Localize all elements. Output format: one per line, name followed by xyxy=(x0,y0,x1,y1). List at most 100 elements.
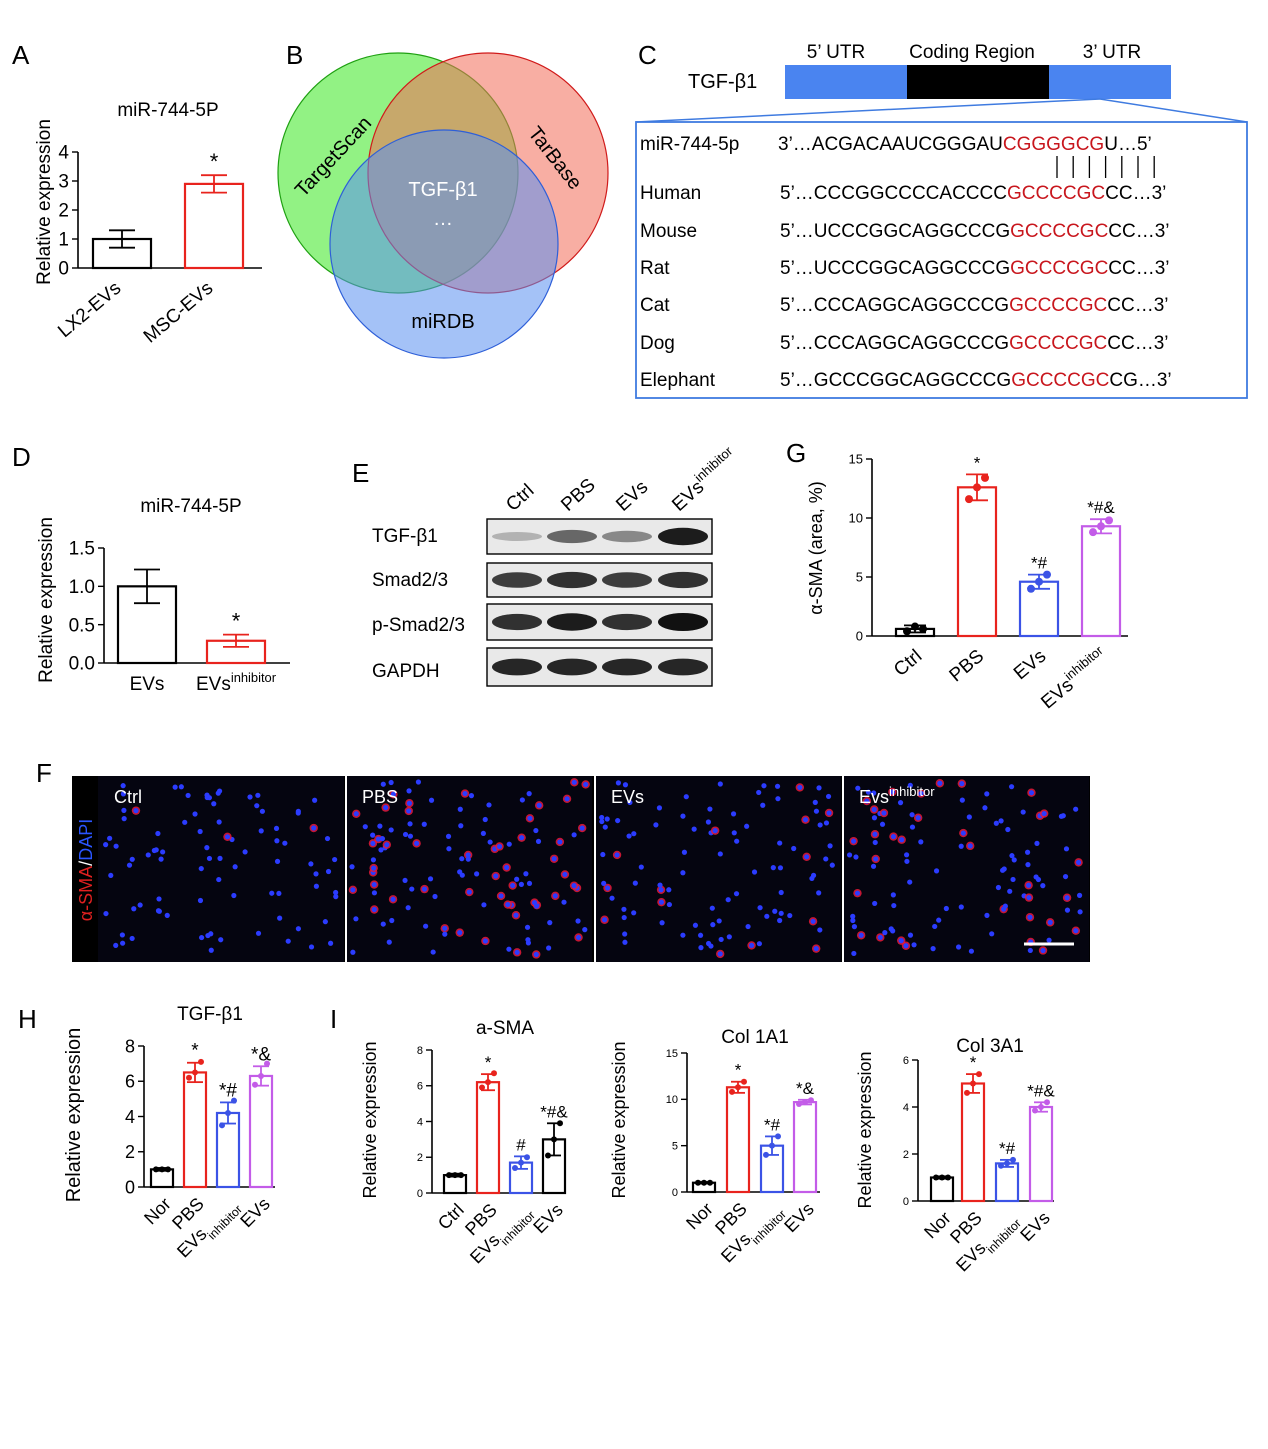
nucleus xyxy=(371,881,377,888)
data-point xyxy=(518,1159,524,1166)
category-label: Ctrl xyxy=(890,646,926,681)
region-label-5utr: 5’ UTR xyxy=(807,42,865,63)
nucleus xyxy=(691,826,697,832)
nucleus xyxy=(632,880,638,886)
y-tick-label: 5 xyxy=(672,1141,678,1153)
nucleus xyxy=(388,827,394,833)
nucleus xyxy=(909,812,915,818)
seq-seed: GCCCCGC xyxy=(1007,183,1105,204)
nucleus xyxy=(864,798,870,804)
seq-seed: GCCCCGC xyxy=(1009,295,1107,316)
nucleus xyxy=(564,796,570,802)
nucleus xyxy=(877,934,883,941)
nucleus xyxy=(638,864,644,870)
nucleus xyxy=(955,944,962,950)
nucleus xyxy=(891,902,897,909)
nucleus xyxy=(718,936,724,943)
nucleus xyxy=(457,806,463,812)
nucleus xyxy=(850,913,856,919)
species-sequence: 5’…CCCAGGCAGGCCCGGCCCCGCCC…3’ xyxy=(780,295,1168,316)
nucleus xyxy=(823,856,829,862)
y-tick-label: 0 xyxy=(417,1188,423,1200)
nucleus xyxy=(423,923,429,929)
nucleus xyxy=(308,861,314,867)
nucleus xyxy=(536,802,542,808)
nucleus xyxy=(733,891,740,897)
category-label: LX2-EVs xyxy=(54,278,125,342)
nucleus xyxy=(658,887,664,893)
data-point xyxy=(945,1174,951,1181)
nucleus xyxy=(871,815,878,821)
nucleus xyxy=(653,822,659,828)
nucleus xyxy=(680,932,686,938)
nucleus xyxy=(406,800,413,806)
nucleus xyxy=(232,864,238,870)
nucleus xyxy=(1000,867,1006,873)
nucleus xyxy=(552,893,558,899)
category-label: PBS xyxy=(711,1199,751,1239)
bar xyxy=(183,182,245,270)
lane-label-superscript: inhibitor xyxy=(692,443,736,485)
nucleus xyxy=(995,884,1002,891)
nucleus xyxy=(680,813,686,819)
nucleus xyxy=(285,938,291,944)
nucleus xyxy=(1025,862,1031,868)
nucleus xyxy=(379,836,386,842)
nucleus xyxy=(482,938,489,944)
nucleus xyxy=(474,871,480,877)
nucleus xyxy=(692,922,699,928)
nucleus xyxy=(812,799,818,806)
y-tick-label: 15 xyxy=(666,1048,678,1060)
nucleus xyxy=(415,779,422,785)
nucleus xyxy=(1027,914,1033,920)
chart-title: Col 1A1 xyxy=(721,1027,789,1048)
y-tick-label: 0 xyxy=(903,1196,909,1208)
nucleus xyxy=(816,890,822,896)
venn-center-ellipsis: … xyxy=(433,208,453,230)
nucleus xyxy=(959,797,965,803)
nucleus xyxy=(561,899,567,905)
nucleus xyxy=(873,856,879,862)
nucleus xyxy=(155,908,162,914)
seq-post: CC…3’ xyxy=(1108,221,1169,242)
category-label: EVs xyxy=(1010,646,1050,684)
nucleus xyxy=(1064,907,1071,913)
significance-label: * xyxy=(191,1041,199,1062)
nucleus xyxy=(377,823,383,829)
significance-label: * xyxy=(485,1053,492,1072)
nucleus xyxy=(332,856,338,863)
nucleus xyxy=(907,782,913,788)
nucleus xyxy=(407,833,414,839)
data-point xyxy=(1032,1107,1038,1114)
data-point xyxy=(1027,584,1035,593)
nucleus xyxy=(1024,849,1031,855)
data-point xyxy=(903,627,911,636)
chart-g-asma-area: 0 5 10 15 α-SMA (area, %) Ctrl * PBS *# EVs *#& EVs… xyxy=(806,452,1128,713)
region-label-3utr: 3’ UTR xyxy=(1083,42,1141,63)
nucleus xyxy=(933,868,940,874)
blot-label: Smad2/3 xyxy=(372,570,448,591)
species-name: Human xyxy=(640,183,701,204)
western-blot: Ctrl PBS EVs EVsinhibitor TGF-β1 Smad2/3 p-Sma… xyxy=(372,443,743,687)
nucleus xyxy=(273,825,280,832)
base-pairing-lines xyxy=(1056,156,1155,178)
nucleus xyxy=(930,946,936,952)
species-name: Rat xyxy=(640,258,670,279)
nucleus xyxy=(909,824,916,830)
nucleus xyxy=(231,892,237,899)
bar xyxy=(956,486,998,638)
y-tick-label: 4 xyxy=(417,1116,423,1128)
nucleus xyxy=(277,915,283,921)
nucleus xyxy=(810,872,817,878)
nucleus xyxy=(681,849,688,855)
nucleus xyxy=(211,801,217,807)
nucleus xyxy=(533,951,539,958)
blot-band xyxy=(547,529,597,544)
nucleus xyxy=(777,917,783,924)
nucleus xyxy=(514,876,520,882)
nucleus xyxy=(458,823,464,829)
y-tick-label: 6 xyxy=(417,1081,423,1093)
nucleus xyxy=(813,946,819,952)
nucleus xyxy=(197,897,204,904)
nucleus xyxy=(1047,919,1053,925)
